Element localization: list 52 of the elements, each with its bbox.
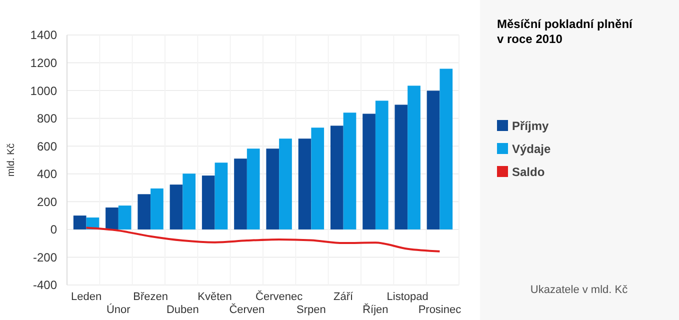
legend-label: Příjmy [512, 119, 550, 133]
y-tick-label: 1400 [30, 28, 58, 42]
bar [202, 176, 215, 230]
bar [138, 194, 151, 230]
y-tick-label: -400 [32, 278, 58, 292]
x-tick-label: Červenec [256, 290, 304, 303]
bar [362, 114, 376, 230]
bar [214, 162, 228, 230]
bar [426, 90, 440, 230]
bar [330, 126, 344, 230]
x-tick-label: Srpen [296, 304, 326, 316]
x-tick-label: Září [334, 291, 354, 303]
bar [73, 216, 86, 230]
y-axis-title: mld. Kč [6, 143, 17, 177]
y-tick-label: 0 [50, 222, 58, 237]
x-tick-label: Říjen [362, 303, 388, 316]
y-tick-label: 400 [36, 167, 58, 182]
y-tick-label: 1000 [30, 84, 58, 98]
bar [408, 86, 420, 230]
bar [279, 138, 292, 230]
legend-label: Výdaje [512, 142, 552, 156]
y-tick-label: -200 [32, 250, 58, 264]
text: Měsíční pokladní plnění v roce 2010 [497, 17, 634, 46]
x-tick-label: Únor [106, 303, 131, 316]
x-tick-label: Červen [229, 303, 265, 316]
bar [266, 148, 280, 230]
bar [106, 208, 118, 230]
y-tick-label: 1200 [30, 56, 58, 70]
line-series [85, 226, 441, 252]
y-tick-label: 600 [36, 139, 58, 154]
legend-label: Saldo [512, 165, 545, 179]
x-tick-label: Duben [166, 304, 199, 316]
bar [375, 100, 388, 230]
bar [440, 68, 453, 230]
bar [234, 158, 247, 230]
bar [343, 112, 356, 230]
x-tick-label: Květen [198, 291, 232, 303]
bar [298, 138, 312, 230]
y-tick-label: 800 [36, 112, 58, 126]
x-tick-label: Listopad [386, 291, 428, 303]
text: Ukazatele v mld. Kč [530, 284, 628, 296]
x-tick-label: Březen [133, 291, 168, 303]
y-tick-label: 200 [36, 194, 58, 209]
x-tick-label: Leden [70, 291, 102, 303]
bar [246, 148, 260, 230]
bar [150, 188, 164, 230]
bar [170, 184, 183, 230]
x-tick-label: Prosinec [418, 304, 462, 316]
bar [394, 104, 408, 230]
bar [311, 128, 324, 230]
bar [182, 174, 196, 230]
bar [118, 206, 132, 230]
